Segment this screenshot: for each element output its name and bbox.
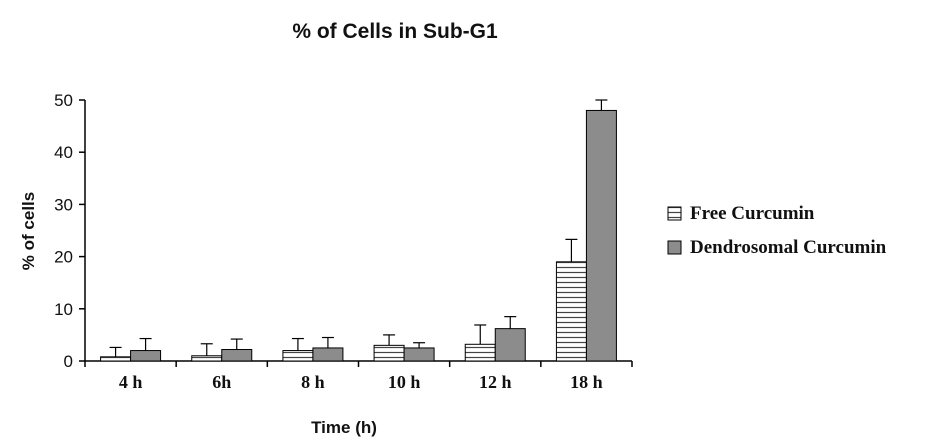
y-tick-label: 20 (54, 248, 73, 267)
x-axis-label: Time (h) (311, 418, 377, 437)
y-tick-label: 40 (54, 143, 73, 162)
bar-free-0 (100, 356, 132, 362)
x-axis: 4 h 6h 8 h 10 h 12 h 18 h (84, 360, 633, 392)
x-tick-label: 12 h (479, 372, 512, 392)
bar-free-4 (464, 343, 496, 362)
bars (100, 109, 617, 362)
y-tick-label: 30 (54, 195, 73, 214)
bar-free-5 (555, 261, 587, 362)
bar-free-3 (373, 344, 405, 362)
bar-dendrosomal-0 (130, 350, 162, 362)
y-tick-label: 0 (64, 352, 73, 371)
x-tick-label: 4 h (119, 372, 143, 392)
bar-dendrosomal-4 (494, 328, 526, 362)
legend: Free Curcumin Dendrosomal Curcumin (667, 203, 887, 258)
chart-title: % of Cells in Sub-G1 (292, 20, 498, 43)
x-tick-label: 6h (212, 372, 231, 392)
y-axis: 0 10 20 30 40 50 (54, 91, 86, 371)
y-tick-label: 50 (54, 91, 73, 110)
bar-dendrosomal-5 (585, 109, 617, 362)
bar-free-2 (282, 350, 314, 362)
x-tick-label: 10 h (388, 372, 421, 392)
legend-swatch (667, 206, 682, 221)
bar-dendrosomal-2 (312, 347, 344, 362)
y-axis-label: % of cells (19, 192, 38, 270)
legend-swatch (667, 240, 682, 255)
error-bars (109, 99, 608, 357)
x-tick-label: 18 h (570, 372, 603, 392)
bar-free-1 (191, 355, 223, 362)
x-tick-label: 8 h (301, 372, 325, 392)
legend-label: Dendrosomal Curcumin (690, 237, 887, 258)
legend-label: Free Curcumin (690, 203, 815, 224)
y-tick-label: 10 (54, 300, 73, 319)
bar-dendrosomal-3 (403, 347, 435, 362)
bar-dendrosomal-1 (221, 349, 253, 362)
